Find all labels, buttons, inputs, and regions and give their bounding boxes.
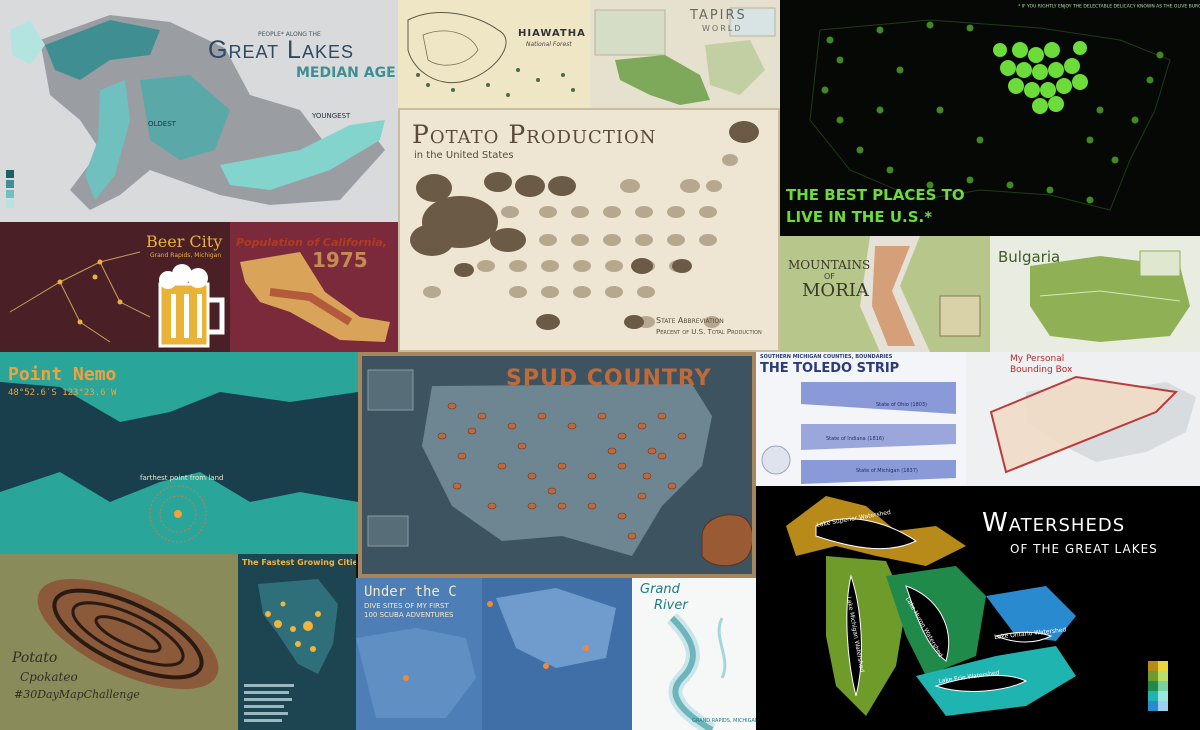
potato-production-map bbox=[410, 121, 759, 330]
toledo-strip-diagram bbox=[761, 382, 956, 484]
grand-river-title-line2: River bbox=[654, 598, 688, 613]
best-places-title-line1: THE BEST PLACES TO bbox=[786, 186, 965, 204]
toledo-state-ohio: State of Ohio (1803) bbox=[876, 402, 928, 408]
tile-tapirs-of-the-world[interactable]: TAPIRS WORLD bbox=[590, 0, 780, 108]
bounding-box-title-line2: Bounding Box bbox=[1010, 365, 1073, 375]
bounding-box-map bbox=[989, 375, 1196, 474]
tile-personal-bounding-box[interactable]: My Personal Bounding Box bbox=[966, 352, 1200, 486]
california-map bbox=[240, 252, 390, 342]
potato-production-legend-line2: Percent of U.S. Total Production bbox=[656, 328, 762, 336]
tile-mountains-of-moria[interactable]: MOUNTAINS OF MORIA bbox=[780, 236, 990, 352]
tile-potato-photo[interactable]: Potato Cpokateo #30DayMapChallenge bbox=[0, 554, 238, 730]
tile-beer-city[interactable]: Beer City Grand Rapids, Michigan bbox=[0, 222, 230, 352]
toledo-kicker: SOUTHERN MICHIGAN COUNTIES, BOUNDARIES bbox=[760, 354, 893, 360]
tile-point-nemo[interactable]: Point Nemo 48°52.6′S 123°23.6′W farthest… bbox=[0, 352, 358, 554]
fastest-cities-map bbox=[244, 579, 338, 722]
beer-city-subtitle: Grand Rapids, Michigan bbox=[150, 252, 222, 259]
bounding-box-title-line1: My Personal bbox=[1010, 354, 1065, 364]
tile-watersheds-of-the-great-lakes[interactable]: Watersheds OF THE GREAT LAKES Lake Super… bbox=[756, 486, 1200, 730]
california-year: 1975 bbox=[312, 248, 368, 272]
bulgaria-map bbox=[1030, 250, 1190, 342]
toledo-state-indiana: State of Indiana (1816) bbox=[826, 436, 884, 442]
moria-title-line1: MOUNTAINS bbox=[788, 258, 871, 272]
tile-potato-production[interactable]: Potato Production in the United States bbox=[398, 108, 780, 352]
potato-photo-line3: #30DayMapChallenge bbox=[14, 688, 140, 701]
potato-production-legend-line1: State Abbreviation bbox=[656, 316, 724, 325]
watersheds-subtitle: OF THE GREAT LAKES bbox=[1010, 542, 1158, 556]
grand-river-footer: GRAND RAPIDS, MICHIGAN bbox=[692, 718, 756, 724]
tile-population-of-california[interactable]: Population of California, 1975 bbox=[230, 222, 398, 352]
grand-river-map bbox=[666, 613, 727, 730]
bulgaria-title: Bulgaria bbox=[998, 248, 1061, 266]
spud-country-map bbox=[367, 369, 752, 567]
hiawatha-title: HIAWATHA bbox=[518, 28, 586, 39]
hiawatha-subtitle: National Forest bbox=[526, 41, 572, 48]
point-nemo-coords: 48°52.6′S 123°23.6′W bbox=[8, 388, 117, 398]
tile-toledo-strip[interactable]: SOUTHERN MICHIGAN COUNTIES, BOUNDARIES T… bbox=[756, 352, 966, 486]
tile-spud-country[interactable]: SPUD COUNTRY bbox=[358, 352, 756, 578]
toledo-state-michigan: State of Michigan (1837) bbox=[856, 468, 918, 474]
grand-river-title-line1: Grand bbox=[640, 582, 680, 597]
under-the-c-title: Under the C bbox=[364, 584, 457, 600]
potato-photo-line2: Cpokateo bbox=[20, 670, 78, 684]
point-nemo-title: Point Nemo bbox=[8, 364, 117, 385]
great-lakes-title: Great Lakes bbox=[208, 36, 354, 64]
best-places-title-line2: LIVE IN THE U.S.* bbox=[786, 208, 933, 226]
potato-production-subtitle: in the United States bbox=[414, 150, 514, 161]
potato-photo-illustration bbox=[37, 578, 219, 690]
tile-great-lakes-median-age[interactable]: PEOPLE* ALONG THE Great Lakes MEDIAN AGE… bbox=[0, 0, 398, 222]
tile-hiawatha-national-forest[interactable]: HIAWATHA National Forest bbox=[398, 0, 590, 108]
tapirs-subtitle: WORLD bbox=[702, 24, 743, 33]
point-nemo-map bbox=[0, 382, 358, 543]
beer-city-map bbox=[9, 251, 225, 348]
tapirs-map bbox=[594, 7, 776, 105]
tile-under-the-c[interactable]: Under the C DIVE SITES OF MY FIRST 100 S… bbox=[356, 578, 632, 730]
point-nemo-label: farthest point from land bbox=[140, 474, 224, 482]
great-lakes-youngest-label: YOUNGEST bbox=[312, 112, 351, 120]
big-potato-icon bbox=[701, 514, 752, 567]
beer-mug-icon bbox=[158, 264, 225, 348]
watersheds-title: Watersheds bbox=[982, 508, 1126, 538]
under-the-c-map bbox=[356, 578, 632, 730]
toledo-title: THE TOLEDO STRIP bbox=[760, 361, 900, 376]
potato-photo-line1: Potato bbox=[12, 650, 58, 666]
great-lakes-oldest-label: OLDEST bbox=[148, 120, 176, 128]
tile-best-places-to-live[interactable]: * IF YOU RIGHTLY ENJOY THE DELECTABLE DE… bbox=[780, 0, 1200, 236]
beer-city-title: Beer City bbox=[146, 232, 223, 251]
fastest-cities-title: The Fastest Growing Cities bbox=[242, 558, 356, 567]
potato-production-title: Potato Production bbox=[412, 120, 657, 149]
tile-bulgaria[interactable]: Bulgaria bbox=[990, 236, 1200, 352]
best-places-hex-map bbox=[809, 19, 1171, 211]
under-the-c-subtitle-line1: DIVE SITES OF MY FIRST bbox=[364, 602, 449, 610]
best-places-note: * IF YOU RIGHTLY ENJOY THE DELECTABLE DE… bbox=[1018, 4, 1200, 10]
hiawatha-map bbox=[407, 12, 575, 97]
watersheds-map bbox=[786, 496, 1168, 716]
great-lakes-kicker: PEOPLE* ALONG THE bbox=[258, 31, 321, 38]
under-the-c-subtitle-line2: 100 SCUBA ADVENTURES bbox=[364, 611, 454, 619]
california-title: Population of California, bbox=[236, 236, 387, 249]
tapirs-title: TAPIRS bbox=[690, 8, 747, 23]
watersheds-legend bbox=[1148, 661, 1168, 711]
moria-title-line3: MORIA bbox=[802, 280, 869, 301]
great-lakes-map bbox=[6, 15, 385, 210]
great-lakes-subtitle: MEDIAN AGE bbox=[296, 65, 396, 81]
moria-title-line2: OF bbox=[824, 272, 835, 281]
spud-country-title: SPUD COUNTRY bbox=[506, 366, 712, 391]
tile-fastest-growing-cities[interactable]: The Fastest Growing Cities bbox=[238, 554, 356, 730]
tile-grand-river[interactable]: Grand River GRAND RAPIDS, MICHIGAN bbox=[632, 578, 756, 730]
moria-map bbox=[860, 236, 981, 352]
